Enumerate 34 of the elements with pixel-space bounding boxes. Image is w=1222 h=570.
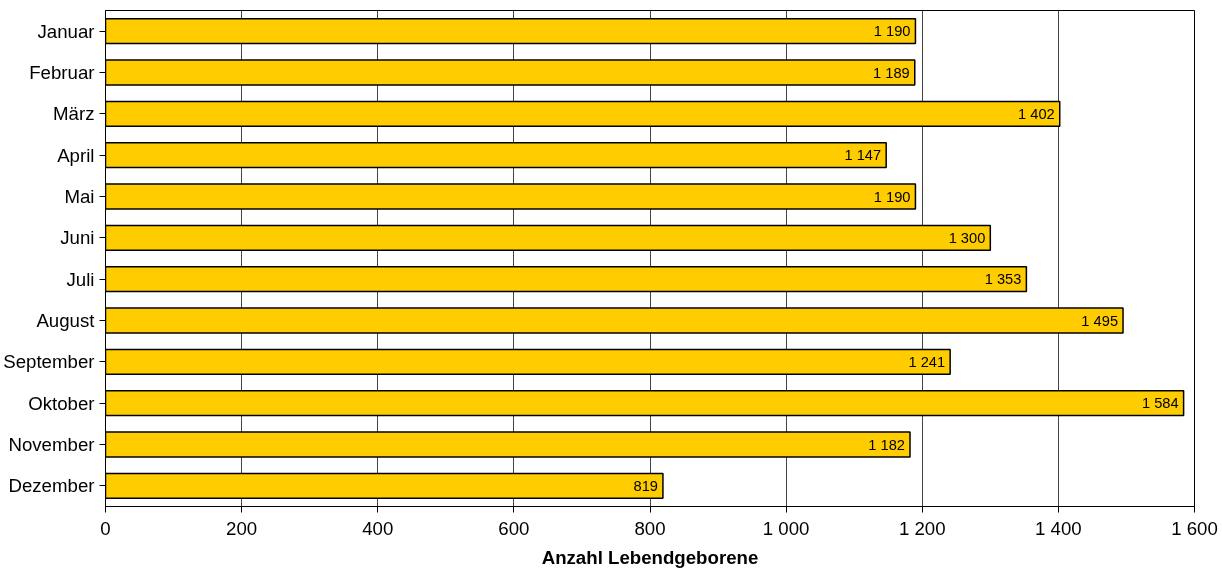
x-tick-label: 1 600: [1171, 517, 1218, 539]
data-label: 1 189: [873, 64, 910, 81]
x-tick-label: 0: [100, 517, 111, 539]
y-tick-label: September: [3, 351, 95, 373]
y-tick-label: Februar: [29, 62, 95, 83]
x-tick-label: 400: [362, 517, 394, 539]
data-label: 1 402: [1018, 105, 1055, 122]
data-label: 1 353: [984, 271, 1022, 288]
data-label: 1 495: [1081, 312, 1119, 329]
y-tick-label: Januar: [37, 20, 95, 42]
data-label: 1 147: [844, 147, 882, 164]
y-tick-label: Oktober: [28, 392, 95, 414]
data-label: 1 190: [873, 188, 911, 205]
data-label: 1 182: [868, 436, 906, 453]
data-label: 1 190: [873, 23, 911, 40]
y-tick-label: Juni: [60, 227, 95, 249]
y-tick-label: Mai: [64, 186, 95, 207]
y-tick-label: März: [53, 103, 95, 125]
y-tick-label: April: [57, 144, 95, 166]
data-label: 1 584: [1141, 395, 1179, 412]
y-tick-label: August: [36, 310, 96, 331]
data-label: 1 241: [908, 353, 946, 370]
y-tick-label: Dezember: [8, 475, 95, 497]
x-tick-label: 1 200: [898, 517, 946, 539]
data-label: 819: [633, 477, 658, 494]
y-tick-label: Juli: [66, 268, 95, 290]
x-tick-label: 1 000: [762, 517, 810, 539]
x-tick-label: 600: [498, 517, 530, 539]
x-tick-label: 800: [634, 517, 666, 539]
x-tick-label: 200: [226, 517, 258, 539]
x-axis-title: Anzahl Lebendgeborene: [541, 546, 759, 568]
data-label: 1 300: [948, 229, 986, 246]
x-tick-label: 1 400: [1035, 517, 1082, 539]
y-tick-label: November: [8, 434, 95, 455]
